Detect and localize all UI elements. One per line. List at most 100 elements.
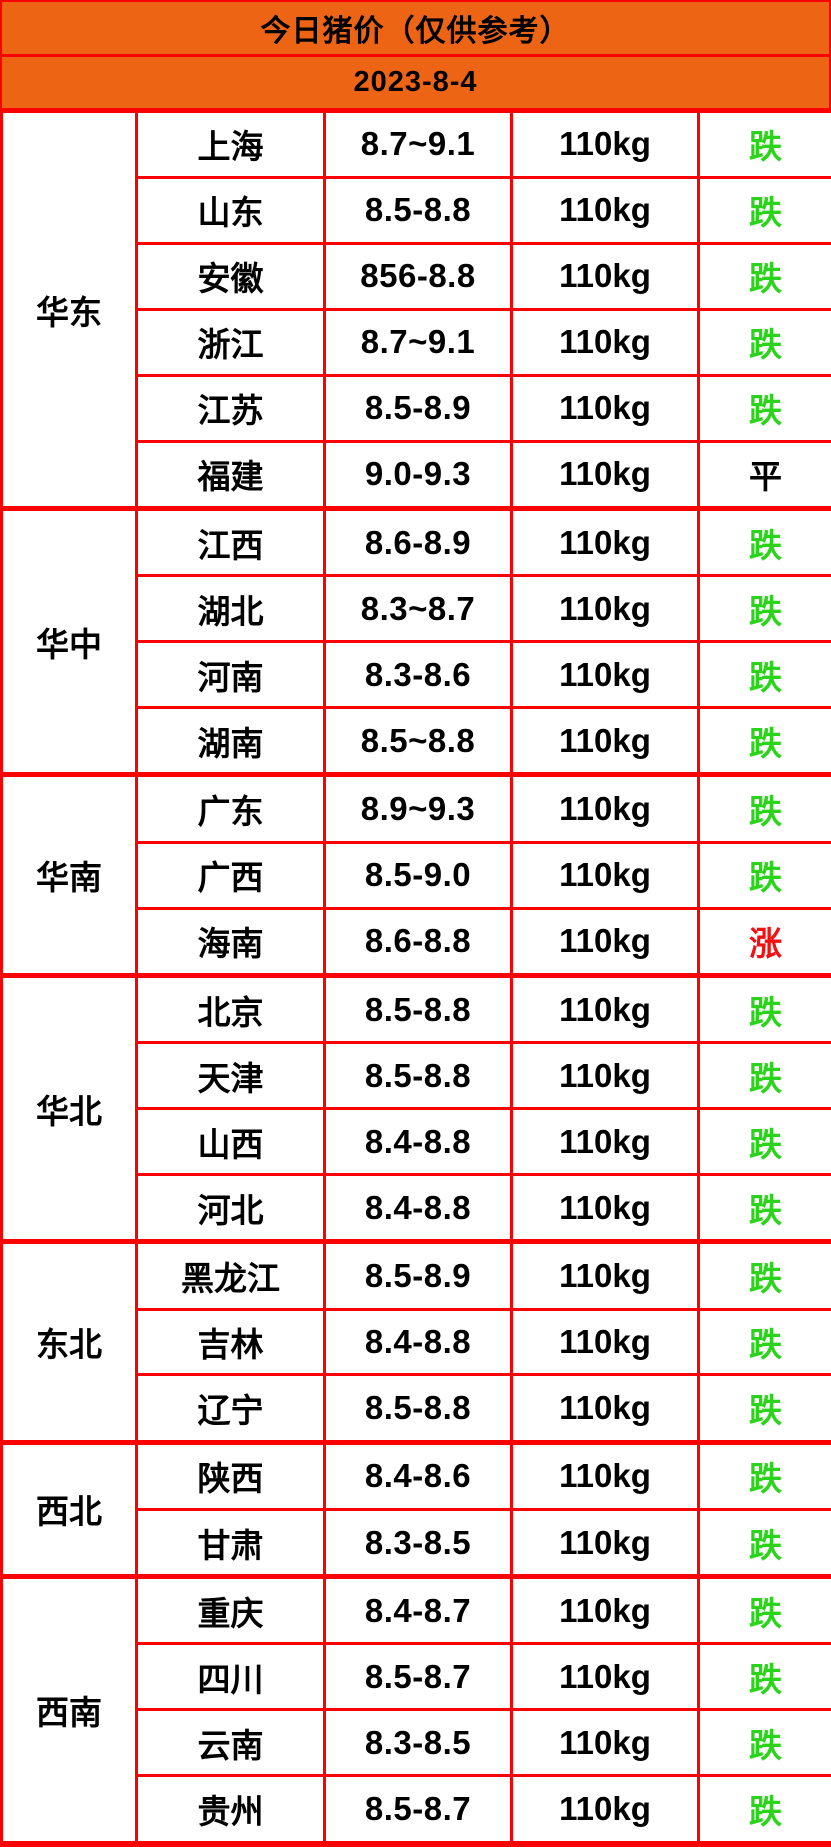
weight-cell: 110kg [510, 439, 700, 511]
table-row: 云南 8.3-8.5 110kg 跌 [2, 1708, 831, 1778]
trend-cell: 跌 [697, 840, 831, 910]
province-cell: 江苏 [135, 373, 326, 443]
table-row: 安徽 856-8.8 110kg 跌 [2, 241, 831, 311]
trend-cell: 跌 [697, 1708, 831, 1778]
province-cell: 陕西 [135, 1439, 326, 1511]
table-row: 福建 9.0-9.3 110kg 平 [2, 439, 831, 511]
table-row: 河南 8.3-8.6 110kg 跌 [2, 640, 831, 710]
page-title: 今日猪价（仅供参考） [260, 15, 571, 48]
price-cell: 8.5-8.7 [323, 1642, 513, 1712]
province-cell: 天津 [135, 1041, 326, 1111]
weight-cell: 110kg [510, 640, 700, 710]
price-cell: 856-8.8 [323, 241, 513, 311]
province-cell: 山东 [135, 175, 326, 245]
report-date: 2023-8-4 [353, 66, 478, 98]
trend-cell: 跌 [697, 1107, 831, 1177]
table-row: 广西 8.5-9.0 110kg 跌 [2, 840, 831, 910]
weight-cell: 110kg [510, 175, 700, 245]
province-cell: 湖南 [135, 706, 326, 777]
trend-cell: 跌 [697, 1307, 831, 1377]
weight-cell: 110kg [510, 241, 700, 311]
price-cell: 8.7~9.1 [323, 110, 513, 179]
table-row: 吉林 8.4-8.8 110kg 跌 [2, 1307, 831, 1377]
table-row: 西南 重庆 8.4-8.7 110kg 跌 [0, 1574, 831, 1846]
weight-cell: 110kg [510, 1307, 700, 1377]
weight-cell: 110kg [510, 1774, 700, 1846]
price-cell: 8.7~9.1 [323, 307, 513, 377]
weight-cell: 110kg [510, 840, 700, 910]
report-date-bar: 2023-8-4 [0, 57, 831, 110]
table-row: 河北 8.4-8.8 110kg 跌 [2, 1173, 831, 1244]
weight-cell: 110kg [510, 1041, 700, 1111]
weight-cell: 110kg [510, 373, 700, 443]
price-cell: 8.4-8.6 [323, 1439, 513, 1511]
trend-cell: 跌 [697, 640, 831, 710]
province-cell: 浙江 [135, 307, 326, 377]
price-cell: 8.5-8.9 [323, 373, 513, 443]
price-cell: 8.5-9.0 [323, 840, 513, 910]
province-cell: 上海 [135, 110, 326, 179]
province-cell: 黑龙江 [135, 1239, 326, 1311]
trend-cell: 涨 [697, 906, 831, 977]
table-row: 天津 8.5-8.8 110kg 跌 [2, 1041, 831, 1111]
price-cell: 8.3-8.6 [323, 640, 513, 710]
weight-cell: 110kg [510, 1373, 700, 1444]
province-cell: 山西 [135, 1107, 326, 1177]
weight-cell: 110kg [510, 307, 700, 377]
price-cell: 8.6-8.9 [323, 506, 513, 578]
price-cell: 8.6-8.8 [323, 906, 513, 977]
trend-cell: 跌 [697, 1373, 831, 1444]
price-cell: 8.5-8.8 [323, 972, 513, 1045]
table-row: 山西 8.4-8.8 110kg 跌 [2, 1107, 831, 1177]
province-cell: 重庆 [135, 1574, 326, 1646]
province-cell: 云南 [135, 1708, 326, 1778]
province-cell: 甘肃 [135, 1507, 326, 1579]
region-cell: 华南 [0, 772, 138, 977]
pig-price-table: 华东 上海 8.7~9.1 110kg 跌 山东 8.5-8.8 110kg 跌… [0, 109, 831, 1847]
weight-cell: 110kg [510, 506, 700, 578]
province-cell: 辽宁 [135, 1373, 326, 1444]
table-row: 贵州 8.5-8.7 110kg 跌 [2, 1774, 831, 1846]
weight-cell: 110kg [510, 1173, 700, 1244]
trend-cell: 跌 [697, 1774, 831, 1846]
province-cell: 河北 [135, 1173, 326, 1244]
trend-cell: 跌 [697, 1239, 831, 1311]
weight-cell: 110kg [510, 906, 700, 977]
table-row: 东北 黑龙江 8.5-8.9 110kg 跌 [0, 1239, 831, 1444]
region-cell: 华中 [0, 506, 138, 777]
province-cell: 河南 [135, 640, 326, 710]
weight-cell: 110kg [510, 1642, 700, 1712]
price-cell: 8.4-8.8 [323, 1107, 513, 1177]
price-cell: 8.4-8.7 [323, 1574, 513, 1646]
table-row: 华东 上海 8.7~9.1 110kg 跌 [0, 109, 831, 511]
trend-cell: 平 [697, 439, 831, 511]
province-cell: 广东 [135, 772, 326, 844]
report-title-bar: 今日猪价（仅供参考） [0, 0, 831, 57]
trend-cell: 跌 [697, 1041, 831, 1111]
weight-cell: 110kg [510, 1107, 700, 1177]
province-cell: 贵州 [135, 1774, 326, 1846]
trend-cell: 跌 [697, 1507, 831, 1579]
province-cell: 江西 [135, 506, 326, 578]
province-cell: 四川 [135, 1642, 326, 1712]
weight-cell: 110kg [510, 110, 700, 179]
price-cell: 8.5-8.8 [323, 175, 513, 245]
weight-cell: 110kg [510, 772, 700, 844]
province-cell: 福建 [135, 439, 326, 511]
price-cell: 8.5-8.8 [323, 1373, 513, 1444]
price-cell: 8.5~8.8 [323, 706, 513, 777]
price-cell: 8.3~8.7 [323, 574, 513, 644]
weight-cell: 110kg [510, 1574, 700, 1646]
price-cell: 8.3-8.5 [323, 1708, 513, 1778]
price-table-body: 华东 上海 8.7~9.1 110kg 跌 山东 8.5-8.8 110kg 跌… [0, 109, 831, 1846]
trend-cell: 跌 [697, 1439, 831, 1511]
province-cell: 安徽 [135, 241, 326, 311]
region-cell: 西北 [0, 1439, 138, 1579]
weight-cell: 110kg [510, 1439, 700, 1511]
table-row: 海南 8.6-8.8 110kg 涨 [2, 906, 831, 977]
trend-cell: 跌 [697, 1642, 831, 1712]
weight-cell: 110kg [510, 972, 700, 1045]
trend-cell: 跌 [697, 241, 831, 311]
trend-cell: 跌 [697, 1574, 831, 1646]
